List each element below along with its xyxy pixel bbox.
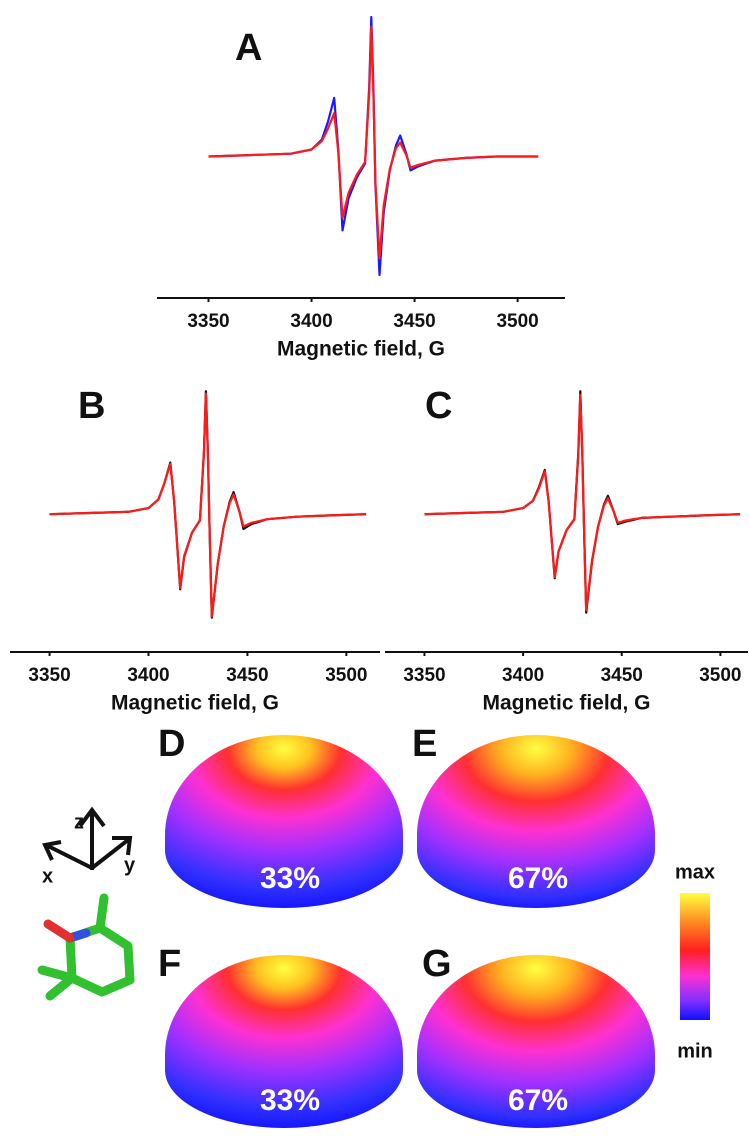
panel-label: D — [158, 723, 185, 765]
colorbar-max: max — [675, 861, 715, 883]
spectrum-line — [424, 393, 741, 612]
hemisphere — [165, 735, 403, 908]
x-tick-label: 3350 — [28, 665, 70, 686]
x-tick-label: 3400 — [290, 311, 332, 332]
axes-icon — [42, 806, 133, 870]
spectra: 3350 3400 3450 3500 Magnetic field, G A 3350 34… — [10, 15, 748, 715]
x-tick-label: 3400 — [502, 665, 544, 686]
panel-label: B — [78, 385, 105, 427]
hemisphere — [417, 735, 655, 908]
x-tick-label: 3350 — [187, 311, 229, 332]
hemisphere — [165, 955, 403, 1128]
axis-label: x — [42, 865, 53, 887]
panel-label: G — [422, 943, 452, 985]
x-axis-label: Magnetic field, G — [482, 692, 650, 715]
x-tick-label: 3500 — [325, 665, 367, 686]
panel-label: E — [412, 723, 437, 765]
panel-label: C — [425, 385, 452, 427]
x-tick-label: 3450 — [393, 311, 435, 332]
panel-label: F — [158, 943, 181, 985]
axis-label: y — [124, 854, 136, 876]
x-tick-label: 3450 — [601, 665, 643, 686]
spectrum-line — [49, 392, 367, 618]
x-tick-label: 3500 — [699, 665, 741, 686]
percent-label: 67% — [508, 1084, 568, 1117]
spectrum-line — [208, 25, 539, 260]
percent-label: 33% — [260, 862, 320, 895]
colorbar — [680, 893, 710, 1020]
x-tick-label: 3400 — [127, 665, 169, 686]
percent-label: 33% — [260, 1084, 320, 1117]
x-tick-label: 3500 — [496, 311, 538, 332]
x-tick-label: 3350 — [403, 665, 445, 686]
hemisphere — [417, 955, 655, 1128]
x-tick-label: 3450 — [226, 665, 268, 686]
axis-label: z — [74, 811, 84, 833]
x-axis-label: Magnetic field, G — [277, 338, 445, 361]
percent-label: 67% — [508, 862, 568, 895]
x-axis-label: Magnetic field, G — [111, 692, 279, 715]
panel-label: A — [235, 27, 262, 69]
molecule — [37, 893, 135, 1001]
colorbar-min: min — [677, 1040, 713, 1062]
